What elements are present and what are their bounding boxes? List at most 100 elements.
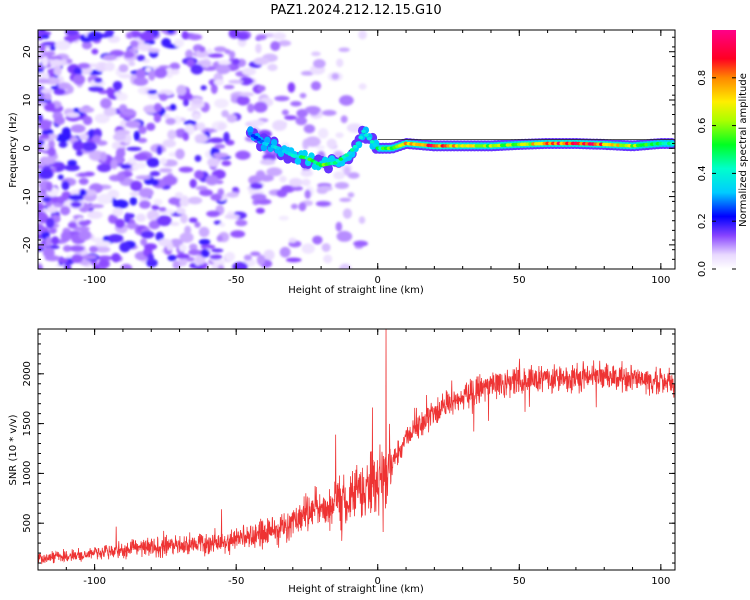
noise-blob (181, 195, 189, 206)
noise-blob (333, 171, 345, 180)
noise-blob (200, 244, 216, 250)
noise-blob (44, 206, 59, 213)
noise-blob (212, 152, 229, 158)
noise-blob (168, 197, 183, 206)
noise-blob (342, 208, 353, 219)
colorbar-gradient (712, 30, 736, 269)
noise-blob (285, 257, 302, 263)
noise-blob (70, 124, 86, 133)
noise-blob (41, 34, 50, 39)
noise-blob (38, 164, 44, 170)
noise-blob (165, 67, 174, 79)
y-tick-label: 500 (22, 514, 33, 533)
noise-blob (210, 83, 218, 95)
noise-blob (140, 238, 148, 246)
noise-blob (166, 242, 174, 251)
figure-title: PAZ1.2024.212.12.15.G10 (270, 3, 441, 18)
noise-blob (174, 191, 184, 199)
ridge-mid (270, 138, 278, 147)
spectrogram-xlabel: Height of straight line (km) (288, 285, 424, 296)
noise-blob (78, 177, 89, 185)
noise-blob (96, 163, 112, 173)
noise-blob (38, 203, 45, 212)
noise-blob (133, 77, 149, 86)
noise-blob (194, 170, 204, 180)
noise-blob (315, 145, 326, 150)
noise-blob (156, 145, 163, 155)
noise-blob (161, 37, 171, 48)
noise-blob (158, 207, 167, 212)
noise-blob (68, 194, 84, 202)
noise-blob (174, 38, 185, 48)
colorbar-tick-label: 0.6 (697, 118, 708, 134)
noise-blob (45, 217, 55, 229)
noise-blob (49, 59, 63, 68)
noise-blob (178, 166, 194, 173)
noise-blob (226, 114, 237, 123)
noise-blob (88, 204, 104, 209)
noise-blob (162, 139, 176, 148)
x-tick-label: -100 (83, 275, 106, 286)
noise-blob (118, 64, 129, 73)
noise-blob (130, 180, 143, 192)
noise-blob (199, 189, 213, 197)
noise-blob (272, 32, 287, 40)
x-tick-label: -100 (83, 576, 106, 587)
noise-blob (300, 169, 313, 177)
noise-blob (272, 119, 287, 131)
noise-blob (331, 73, 340, 80)
noise-blob (41, 41, 58, 46)
noise-blob (158, 168, 173, 173)
noise-blob (339, 95, 354, 106)
y-tick-label: -20 (22, 237, 33, 253)
noise-blob (207, 157, 220, 167)
noise-blob (195, 49, 209, 58)
colorbar-tick-label: 0.8 (697, 70, 708, 86)
noise-blob (120, 164, 132, 170)
noise-blob (66, 112, 80, 118)
noise-blob (121, 110, 137, 116)
noise-blob (322, 109, 337, 116)
y-tick-label: 10 (22, 94, 33, 107)
noise-blob (92, 135, 102, 143)
noise-blob (298, 202, 307, 212)
noise-blob (38, 234, 42, 239)
noise-blob (313, 58, 326, 69)
noise-blob (54, 40, 71, 51)
noise-blob (277, 40, 292, 47)
noise-blob (321, 243, 331, 252)
noise-blob (38, 223, 44, 232)
noise-blob (214, 98, 229, 109)
noise-blob (304, 189, 311, 199)
noise-blob (304, 136, 321, 147)
noise-blob (291, 186, 303, 191)
noise-blob (102, 54, 117, 61)
noise-blob (98, 259, 109, 268)
noise-blob (138, 187, 154, 198)
noise-blob (100, 151, 107, 162)
noise-blob (267, 63, 278, 72)
noise-blob (38, 140, 45, 146)
noise-blob (69, 245, 85, 252)
noise-blob (228, 50, 236, 59)
noise-blob (143, 243, 158, 251)
noise-blob (207, 53, 224, 58)
noise-blob (111, 252, 121, 263)
noise-blob (188, 249, 202, 256)
ridge-core (352, 144, 358, 149)
noise-blob (38, 78, 50, 84)
noise-blob (255, 34, 267, 41)
noise-blob (124, 212, 131, 224)
noise-blob (185, 49, 194, 60)
noise-blob (81, 254, 98, 260)
noise-blob (151, 204, 160, 211)
noise-blob (79, 189, 87, 197)
noise-blob (214, 144, 226, 149)
noise-blob (39, 119, 52, 131)
noise-blob (72, 74, 86, 85)
ridge-core (364, 133, 369, 137)
noise-blob (67, 159, 77, 166)
noise-blob (214, 46, 227, 53)
